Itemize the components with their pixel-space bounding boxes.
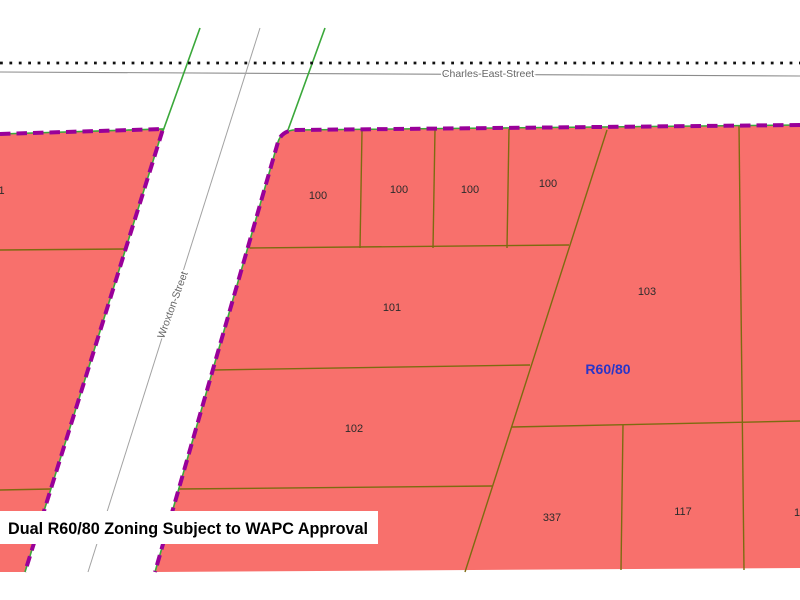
- parcel-number-labels: 1 100 100 100 100 101 102 103 337 117 1: [0, 178, 800, 524]
- parcel-line-east-vertical: [738, 125, 745, 571]
- parcel-block-west: [0, 129, 163, 572]
- zone-boundary-dash-east: [153, 123, 800, 573]
- parcel-line-100-row-bottom: [249, 244, 570, 249]
- parcel-label-102: 102: [345, 423, 363, 435]
- parcel-line-337-row-top: [511, 420, 800, 428]
- parcel-label-100-4: 100: [539, 178, 557, 190]
- caption-text: Dual R60/80 Zoning Subject to WAPC Appro…: [8, 519, 368, 538]
- wroxton-street-label: Wroxton-Street: [155, 270, 190, 340]
- parcel-line-102-bottom: [177, 485, 493, 490]
- parcel-label-right-partial: 1: [794, 507, 800, 519]
- parcel-label-100-3: 100: [461, 184, 479, 196]
- parcel-label-100-1: 100: [309, 190, 327, 202]
- parcel-label-103: 103: [638, 286, 656, 298]
- parcel-boundary-lines: [177, 125, 800, 573]
- wroxton-street-centerline: [87, 27, 261, 573]
- parcel-line-west-lower: [0, 488, 52, 491]
- parcel-label-117: 117: [674, 506, 692, 518]
- zone-boundary-dash-west: [0, 126, 166, 573]
- parcel-line-diagonal: [464, 129, 608, 573]
- parcel-line-100-divider-1: [359, 130, 363, 249]
- parcel-line-100-divider-2: [432, 129, 436, 249]
- parcel-line-337-117-divider: [620, 424, 624, 571]
- charles-east-street-line: [0, 71, 800, 77]
- wroxton-street-east-edge-line: [287, 27, 326, 131]
- charles-east-street-label: Charles-East-Street: [442, 68, 534, 80]
- wroxton-street-west-edge-line: [162, 27, 201, 132]
- parcel-line-101-102-divider: [212, 364, 531, 371]
- parcel-line-100-divider-3: [506, 128, 510, 249]
- parcel-line-west-upper: [0, 248, 127, 251]
- zoning-code-label: R60/80: [585, 361, 630, 377]
- parcel-label-100-2: 100: [390, 184, 408, 196]
- parcel-label-left-partial: 1: [0, 185, 5, 197]
- parcel-label-337: 337: [543, 512, 561, 524]
- caption-box: [0, 511, 378, 544]
- parcel-label-101: 101: [383, 302, 401, 314]
- parcel-block-east: [155, 125, 800, 572]
